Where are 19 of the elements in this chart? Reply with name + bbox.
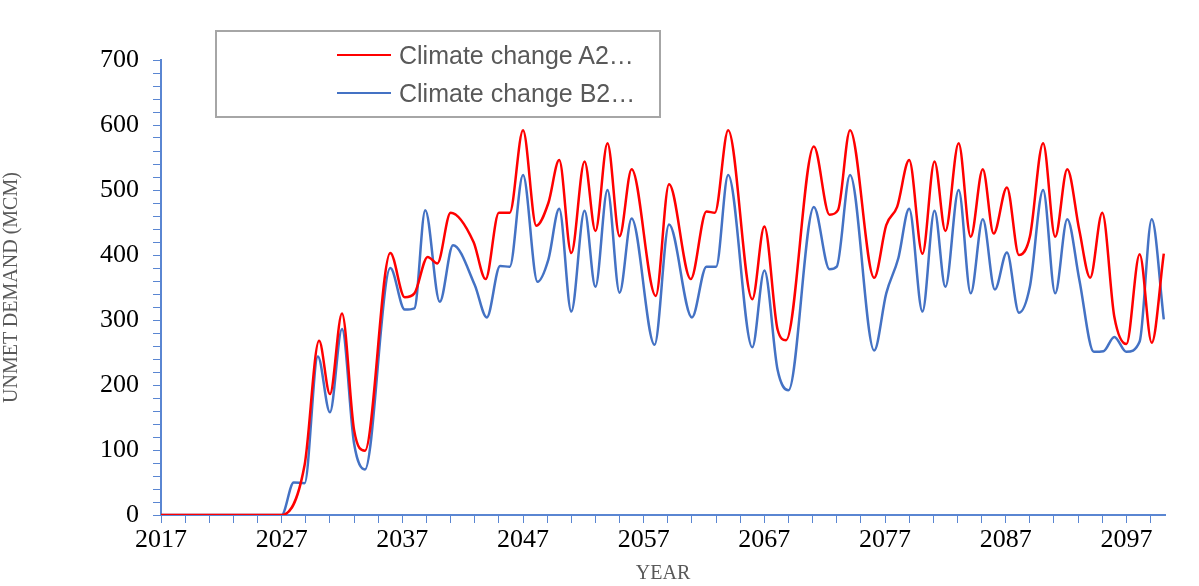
legend-label: Climate change B2… [399, 78, 636, 109]
y-tick-label: 700 [100, 43, 139, 73]
y-tick-label: 500 [100, 173, 139, 203]
x-tick-label: 2077 [859, 524, 912, 554]
x-tick-label: 2087 [979, 524, 1032, 554]
x-tick-label: 2067 [738, 524, 791, 554]
x-tick-label: 2027 [255, 524, 308, 554]
x-tick-label: 2047 [497, 524, 550, 554]
x-tick-label: 2097 [1100, 524, 1153, 554]
y-tick-label: 600 [100, 108, 139, 138]
x-tick-label: 2057 [617, 524, 670, 554]
x-axis-title: YEAR [635, 561, 691, 584]
y-tick-label: 100 [100, 433, 139, 463]
y-axis-title: UNMET DEMAND (MCM) [0, 172, 23, 403]
legend-label: Climate change A2… [399, 40, 634, 71]
y-tick-label: 200 [100, 368, 139, 398]
x-tick-label: 2037 [376, 524, 429, 554]
y-tick-label: 300 [100, 303, 139, 333]
y-tick-label: 400 [100, 238, 139, 268]
